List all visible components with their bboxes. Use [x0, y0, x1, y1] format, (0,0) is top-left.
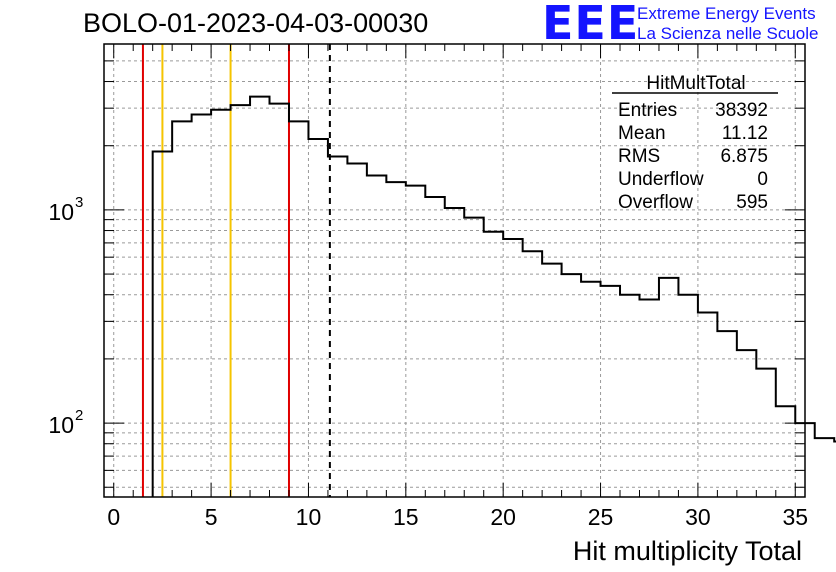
eee-logo: EEE	[542, 0, 640, 50]
plot-frame	[103, 43, 806, 498]
y-tick-label-exponent: 3	[75, 194, 83, 211]
stats-row-value: 11.12	[722, 123, 768, 144]
x-tick-label: 0	[107, 504, 120, 530]
x-tick-label: 20	[490, 504, 516, 530]
x-axis-label: Hit multiplicity Total	[573, 536, 802, 566]
stats-row-label: RMS	[618, 146, 660, 167]
x-tick-label: 35	[782, 504, 808, 530]
grid-lines	[104, 43, 805, 497]
y-tick-label: 10	[48, 412, 74, 438]
stats-row-label: Entries	[618, 100, 677, 121]
y-tick-label: 10	[48, 199, 74, 225]
stats-row-value: 38392	[715, 100, 768, 121]
stats-row-value: 595	[736, 192, 768, 213]
stats-row-value: 6.875	[720, 146, 768, 167]
logo-line-2: La Scienza nelle Scuole	[637, 24, 819, 43]
run-title: BOLO-01-2023-04-03-00030	[83, 8, 429, 38]
histogram-line	[151, 95, 836, 497]
x-tick-label: 10	[296, 504, 322, 530]
x-tick-label: 15	[393, 504, 419, 530]
stats-row-value: 0	[757, 169, 768, 190]
stats-row-label: Underflow	[618, 169, 704, 190]
marker-lines	[141, 44, 331, 497]
stats-title: HitMultTotal	[646, 73, 745, 94]
x-tick-label: 5	[205, 504, 218, 530]
stats-box: HitMultTotal Entries 38392 Mean 11.12 RMS 6.87…	[612, 73, 778, 213]
stats-row-label: Mean	[618, 123, 666, 144]
y-tick-label-exponent: 2	[75, 407, 83, 424]
stats-row-label: Overflow	[618, 192, 693, 213]
logo-line-1: Extreme Energy Events	[637, 4, 816, 23]
x-tick-label: 30	[685, 504, 711, 530]
x-tick-label: 25	[588, 504, 614, 530]
